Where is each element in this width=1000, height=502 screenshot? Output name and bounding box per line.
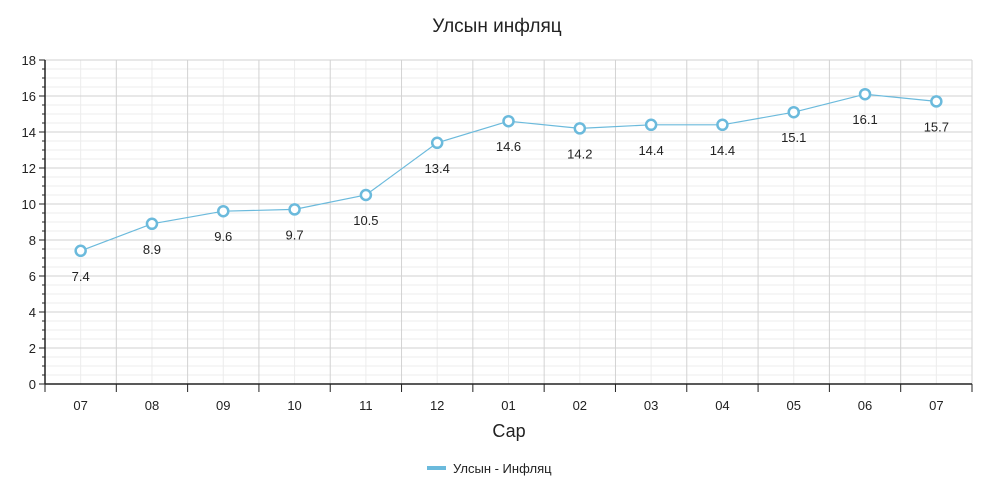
data-label: 14.4	[638, 143, 663, 158]
y-tick-label: 16	[22, 89, 36, 104]
grid	[44, 59, 973, 385]
data-point[interactable]	[644, 118, 658, 132]
data-label: 13.4	[425, 161, 450, 176]
data-point[interactable]	[573, 122, 587, 135]
series	[74, 87, 943, 258]
y-tick-label: 18	[22, 53, 36, 68]
data-label: 16.1	[852, 112, 877, 127]
data-point[interactable]	[858, 87, 872, 101]
data-point[interactable]	[430, 136, 444, 150]
data-point[interactable]	[716, 118, 729, 132]
y-tick-label: 12	[22, 161, 36, 176]
data-point[interactable]	[787, 105, 800, 119]
x-tick-label: 07	[73, 398, 87, 413]
data-point[interactable]	[359, 188, 373, 202]
x-tick-label: 07	[929, 398, 943, 413]
x-tick-label: 02	[573, 398, 587, 413]
legend[interactable]: Улсын - Инфляц	[427, 461, 552, 476]
data-point[interactable]	[145, 217, 159, 231]
data-label: 14.4	[710, 143, 735, 158]
legend-label: Улсын - Инфляц	[453, 461, 552, 476]
data-label: 14.2	[567, 146, 592, 161]
data-point[interactable]	[74, 244, 87, 258]
x-tick-label: 04	[715, 398, 729, 413]
chart-title: Улсын инфляц	[432, 16, 562, 37]
x-tick-label: 12	[430, 398, 444, 413]
data-label: 14.6	[496, 139, 521, 154]
x-axis-title: Сар	[492, 421, 525, 441]
data-label: 7.4	[72, 269, 90, 284]
x-tick-label: 05	[786, 398, 800, 413]
x-tick-label: 06	[858, 398, 872, 413]
data-point[interactable]	[502, 114, 515, 128]
x-tick-label: 09	[216, 398, 230, 413]
data-labels: 7.4 8.9 9.6 9.7 10.5 13.4 14.6 14.2 14.4 14.4 15.1…	[72, 112, 949, 284]
data-label: 9.6	[214, 229, 232, 244]
data-label: 15.7	[924, 119, 949, 134]
x-tick-label: 01	[501, 398, 515, 413]
y-tick-label: 2	[29, 341, 36, 356]
x-tick-label: 10	[287, 398, 301, 413]
y-tick-label: 10	[22, 197, 36, 212]
y-tick-label: 0	[29, 377, 36, 392]
data-label: 10.5	[353, 213, 378, 228]
y-tick-label: 8	[29, 233, 36, 248]
data-point[interactable]	[288, 203, 301, 216]
x-tick-label: 03	[644, 398, 658, 413]
y-tick-label: 14	[22, 125, 36, 140]
data-point[interactable]	[930, 95, 943, 108]
y-tick-label: 6	[29, 269, 36, 284]
data-point[interactable]	[217, 204, 230, 218]
data-label: 9.7	[286, 227, 304, 242]
x-tick-label: 08	[145, 398, 159, 413]
x-tick-label: 11	[359, 398, 373, 413]
data-label: 15.1	[781, 130, 806, 145]
data-label: 8.9	[143, 242, 161, 257]
y-tick-label: 4	[29, 305, 36, 320]
